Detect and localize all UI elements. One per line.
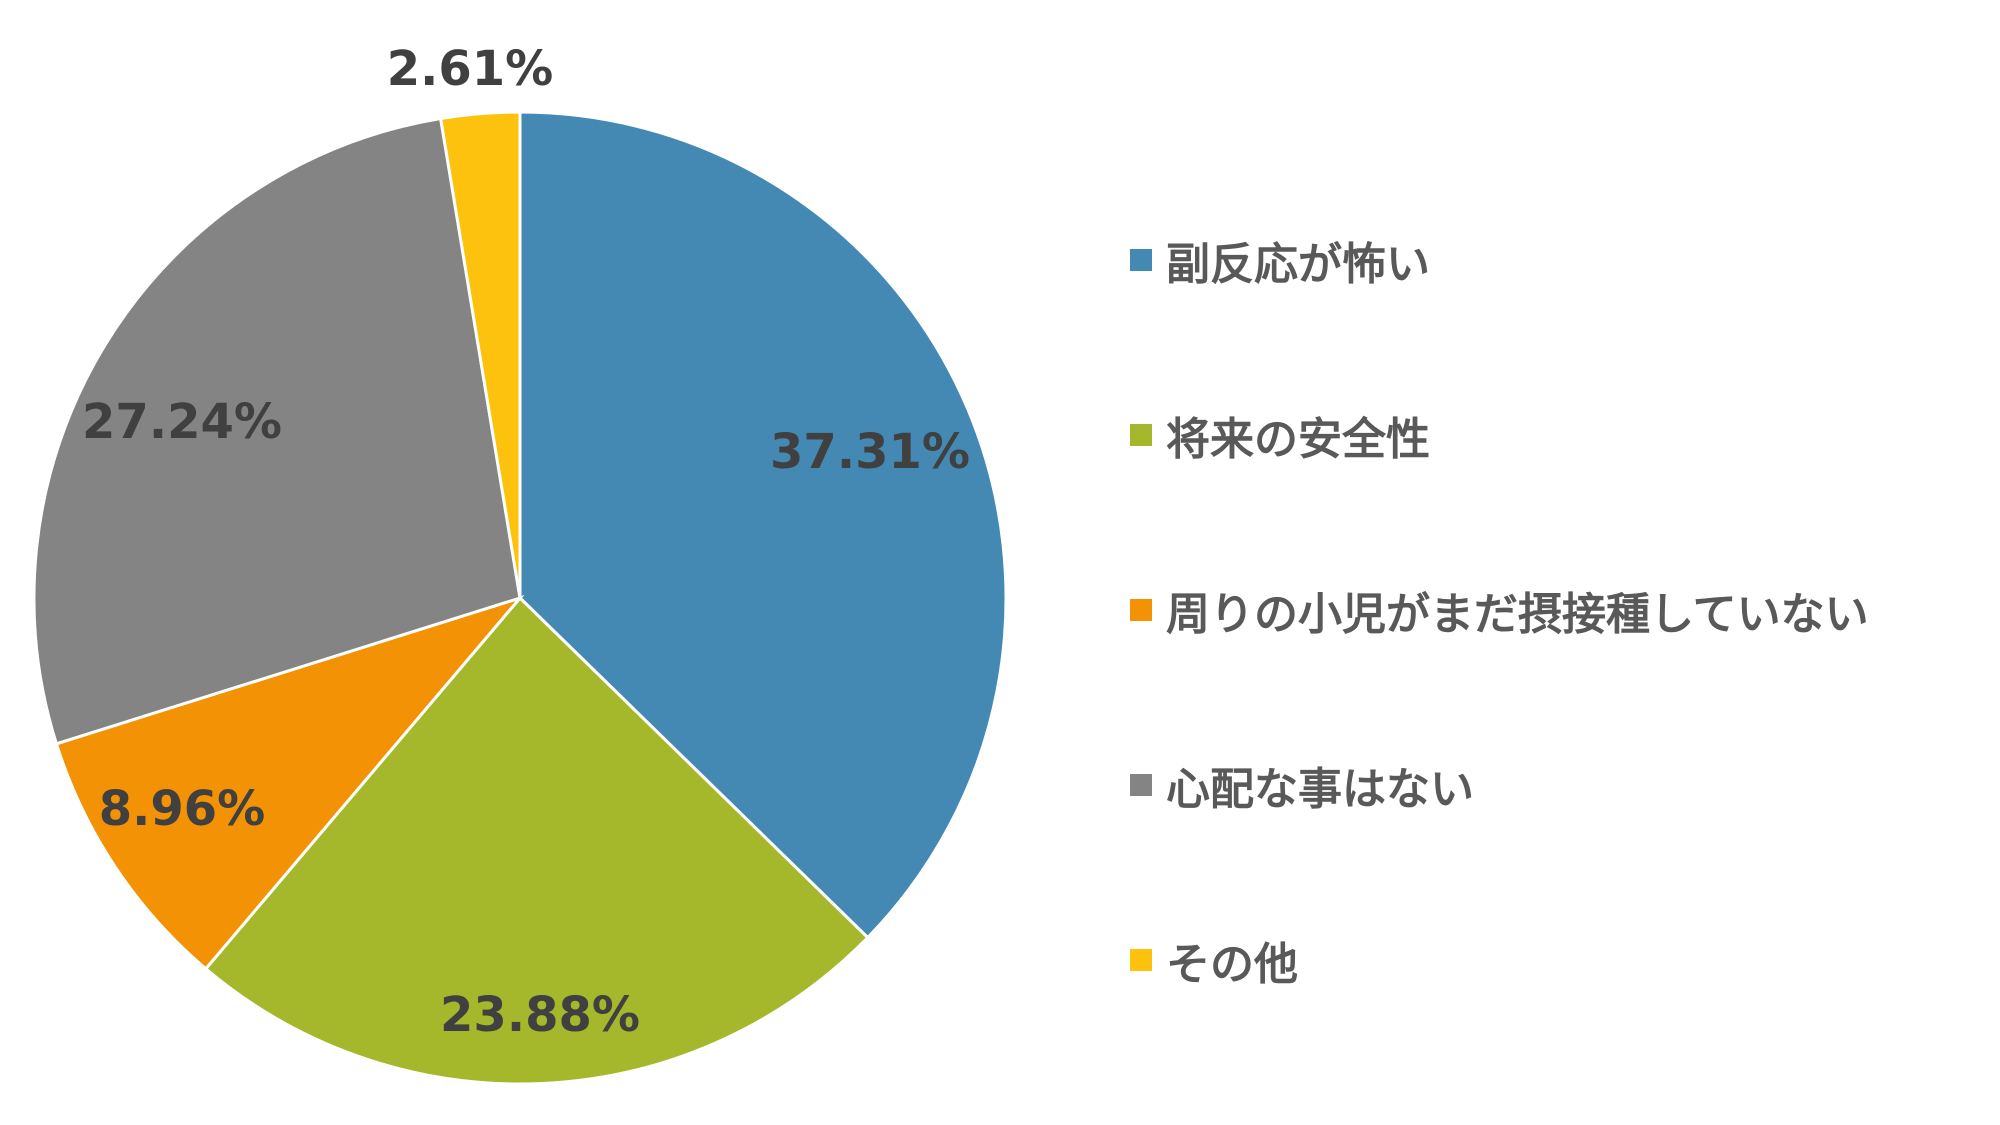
legend-swatch bbox=[1130, 249, 1152, 271]
legend-label: 周りの小児がまだ摂接種していない bbox=[1166, 589, 1869, 640]
data-label-4: 27.24% bbox=[82, 394, 282, 450]
legend-item-2: 将来の安全性 bbox=[1130, 405, 1869, 465]
legend-item-1: 副反応が怖い bbox=[1130, 230, 1869, 290]
legend-item-4: 心配な事はない bbox=[1130, 755, 1869, 815]
legend-label: 副反応が怖い bbox=[1166, 239, 1430, 290]
legend-swatch bbox=[1130, 949, 1152, 971]
pie-slice-5 bbox=[438, 110, 522, 599]
legend-swatch bbox=[1130, 774, 1152, 796]
legend-label: 将来の安全性 bbox=[1166, 414, 1430, 465]
data-labels: 37.31% 23.88% 8.96% 27.24% 2.61% bbox=[82, 41, 970, 1043]
pie-slice-2 bbox=[203, 595, 870, 1086]
legend-item-3: 周りの小児がまだ摂接種していない bbox=[1130, 580, 1869, 640]
data-label-2: 23.88% bbox=[440, 987, 640, 1043]
legend: 副反応が怖い 将来の安全性 周りの小児がまだ摂接種していない 心配な事はない そ… bbox=[1130, 230, 1869, 1105]
data-label-5: 2.61% bbox=[387, 41, 554, 97]
pie-slices bbox=[32, 110, 1008, 1086]
legend-swatch bbox=[1130, 424, 1152, 446]
pie-slice-1 bbox=[518, 110, 1008, 940]
pie-slice-3 bbox=[54, 595, 525, 971]
legend-label: その他 bbox=[1166, 939, 1298, 990]
data-label-3: 8.96% bbox=[99, 781, 266, 837]
pie-slice-4 bbox=[32, 116, 522, 746]
data-label-1: 37.31% bbox=[770, 424, 970, 480]
legend-item-5: その他 bbox=[1130, 930, 1869, 990]
legend-label: 心配な事はない bbox=[1166, 764, 1474, 815]
legend-swatch bbox=[1130, 599, 1152, 621]
